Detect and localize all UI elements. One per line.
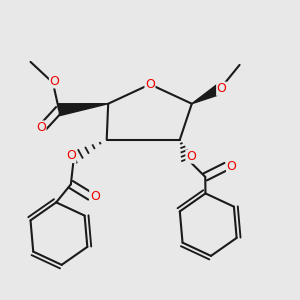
Text: O: O (145, 78, 155, 91)
Text: O: O (217, 82, 226, 95)
Text: O: O (186, 150, 196, 163)
Polygon shape (58, 104, 108, 116)
Text: O: O (50, 75, 59, 88)
Text: O: O (36, 121, 46, 134)
Polygon shape (192, 84, 223, 104)
Text: O: O (66, 149, 76, 163)
Text: O: O (226, 160, 236, 173)
Text: O: O (90, 190, 100, 203)
